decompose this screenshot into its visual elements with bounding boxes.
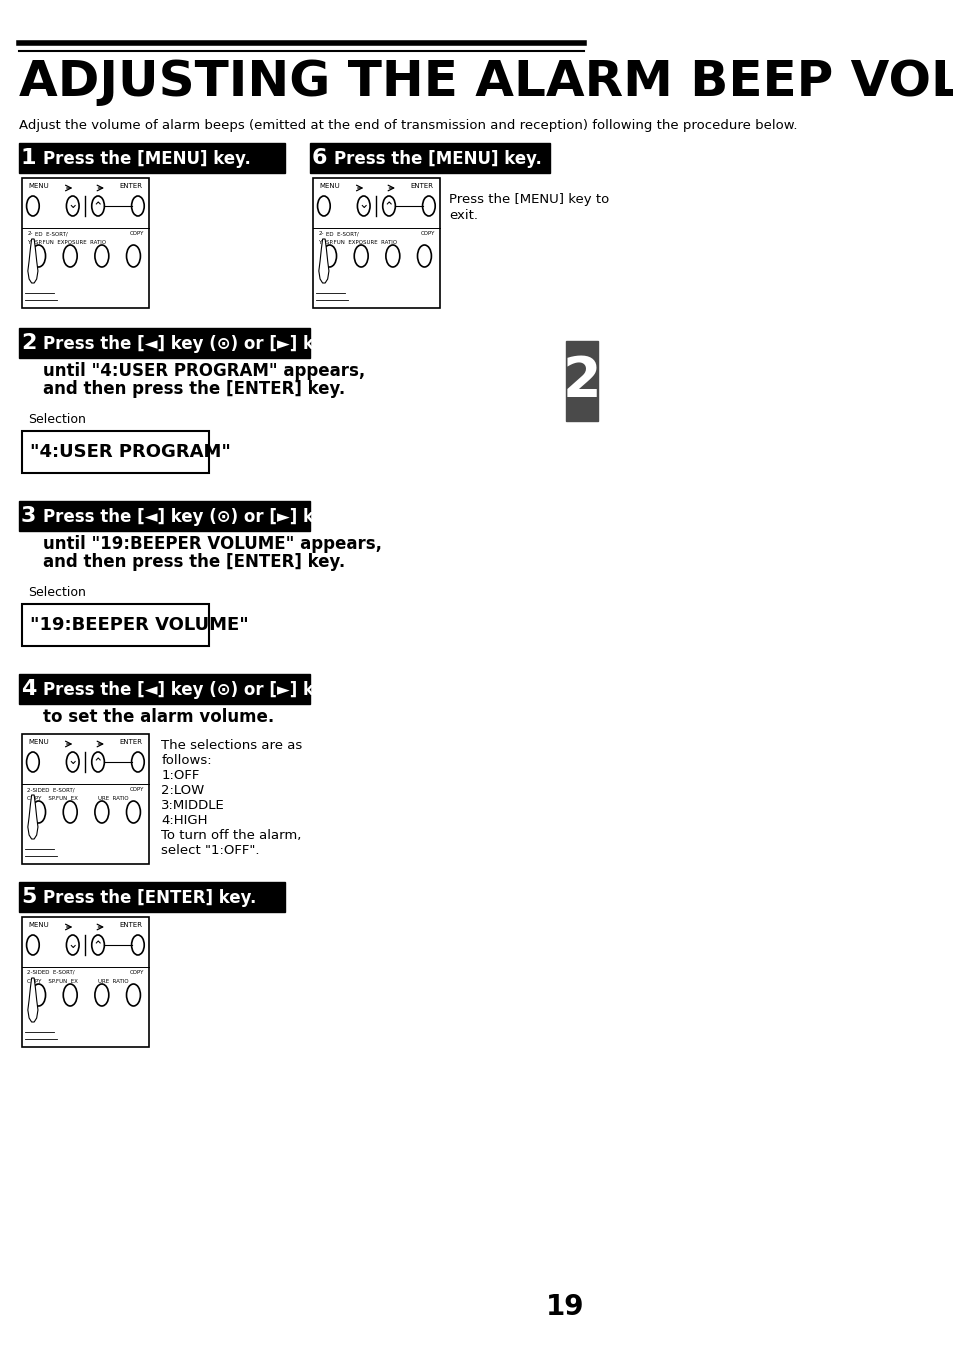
Text: The selections are as: The selections are as: [161, 739, 302, 753]
Text: ⌄: ⌄: [68, 754, 78, 767]
Text: 4:HIGH: 4:HIGH: [161, 815, 208, 827]
Text: ⌃: ⌃: [92, 940, 103, 954]
Text: 1:OFF: 1:OFF: [161, 769, 199, 782]
Text: ENTER: ENTER: [410, 182, 433, 189]
Text: 5: 5: [21, 888, 36, 907]
Text: ⌃: ⌃: [383, 201, 394, 215]
Bar: [19, 143, 284, 173]
Bar: [19, 501, 310, 531]
Text: Selection: Selection: [29, 413, 87, 426]
Text: SP.FUN  EXPOSURE  RATIO: SP.FUN EXPOSURE RATIO: [34, 240, 106, 245]
Text: Adjust the volume of alarm beeps (emitted at the end of transmission and recepti: Adjust the volume of alarm beeps (emitte…: [19, 119, 797, 132]
Text: and then press the [ENTER] key.: and then press the [ENTER] key.: [43, 553, 345, 571]
Bar: [22, 604, 209, 646]
Text: "4:USER PROGRAM": "4:USER PROGRAM": [30, 443, 231, 461]
Bar: [19, 674, 310, 704]
Text: ⌄: ⌄: [68, 938, 78, 951]
Text: until "19:BEEPER VOLUME" appears,: until "19:BEEPER VOLUME" appears,: [43, 535, 381, 553]
Text: 2-: 2-: [28, 231, 32, 236]
Text: MENU: MENU: [29, 182, 50, 189]
Text: ENTER: ENTER: [119, 182, 142, 189]
Bar: [22, 431, 209, 473]
Text: MENU: MENU: [29, 921, 50, 928]
Text: Selection: Selection: [29, 586, 87, 598]
Text: COPY    SP.FUN  EX: COPY SP.FUN EX: [28, 979, 78, 984]
Text: and then press the [ENTER] key.: and then press the [ENTER] key.: [43, 380, 345, 399]
Text: ED  E-SORT/: ED E-SORT/: [34, 231, 68, 236]
Text: ⌄: ⌄: [68, 199, 78, 212]
Text: Press the [◄] key (⊙) or [►] key (⊙): Press the [◄] key (⊙) or [►] key (⊙): [43, 508, 370, 526]
Text: ⌃: ⌃: [92, 758, 103, 770]
Text: MENU: MENU: [29, 739, 50, 744]
Text: COPY: COPY: [130, 788, 144, 792]
Text: until "4:USER PROGRAM" appears,: until "4:USER PROGRAM" appears,: [43, 362, 365, 380]
Text: "19:BEEPER VOLUME": "19:BEEPER VOLUME": [30, 616, 249, 634]
Text: Y: Y: [318, 240, 321, 245]
Bar: [22, 178, 149, 308]
Bar: [19, 328, 310, 358]
Bar: [310, 143, 550, 173]
Text: 2: 2: [562, 354, 600, 408]
Text: 2:LOW: 2:LOW: [161, 784, 204, 797]
Text: URE  RATIO: URE RATIO: [98, 979, 129, 984]
Text: 2-SIDED  E-SORT/: 2-SIDED E-SORT/: [28, 788, 74, 792]
Text: URE  RATIO: URE RATIO: [98, 796, 129, 801]
Bar: [313, 178, 439, 308]
Text: COPY: COPY: [130, 231, 144, 236]
Text: MENU: MENU: [319, 182, 340, 189]
Text: Press the [MENU] key.: Press the [MENU] key.: [43, 150, 251, 168]
Text: ADJUSTING THE ALARM BEEP VOLUME: ADJUSTING THE ALARM BEEP VOLUME: [19, 58, 953, 105]
Text: ⌃: ⌃: [92, 201, 103, 215]
Polygon shape: [28, 239, 38, 282]
Text: to set the alarm volume.: to set the alarm volume.: [43, 708, 274, 725]
Text: Y: Y: [28, 240, 30, 245]
Polygon shape: [28, 794, 38, 839]
Text: select "1:OFF".: select "1:OFF".: [161, 844, 259, 857]
Text: Press the [MENU] key to: Press the [MENU] key to: [449, 193, 609, 205]
Text: COPY: COPY: [420, 231, 435, 236]
Text: ENTER: ENTER: [119, 921, 142, 928]
Text: 3:MIDDLE: 3:MIDDLE: [161, 798, 225, 812]
Text: COPY: COPY: [130, 970, 144, 975]
Text: 19: 19: [545, 1293, 584, 1321]
Bar: [22, 734, 149, 865]
Polygon shape: [28, 978, 38, 1021]
Text: 4: 4: [21, 680, 36, 698]
Polygon shape: [318, 239, 329, 282]
Text: To turn off the alarm,: To turn off the alarm,: [161, 830, 301, 842]
Text: exit.: exit.: [449, 209, 477, 222]
Text: SP.FUN  EXPOSURE  RATIO: SP.FUN EXPOSURE RATIO: [325, 240, 396, 245]
Text: 2: 2: [21, 332, 36, 353]
Text: ED  E-SORT/: ED E-SORT/: [325, 231, 358, 236]
Bar: [22, 917, 149, 1047]
Text: 2-SIDED  E-SORT/: 2-SIDED E-SORT/: [28, 970, 74, 975]
Text: 6: 6: [312, 149, 327, 168]
Text: Press the [◄] key (⊙) or [►] key (⊙): Press the [◄] key (⊙) or [►] key (⊙): [43, 335, 370, 353]
Bar: [565, 340, 598, 422]
Text: 3: 3: [21, 507, 36, 526]
Text: Press the [◄] key (⊙) or [►] key (⊙): Press the [◄] key (⊙) or [►] key (⊙): [43, 681, 370, 698]
Text: 2-: 2-: [318, 231, 323, 236]
Text: follows:: follows:: [161, 754, 212, 767]
Bar: [19, 882, 284, 912]
Text: ⌄: ⌄: [358, 199, 369, 212]
Text: COPY    SP.FUN  EX: COPY SP.FUN EX: [28, 796, 78, 801]
Text: 1: 1: [21, 149, 36, 168]
Text: Press the [MENU] key.: Press the [MENU] key.: [334, 150, 541, 168]
Text: ENTER: ENTER: [119, 739, 142, 744]
Text: Press the [ENTER] key.: Press the [ENTER] key.: [43, 889, 256, 907]
